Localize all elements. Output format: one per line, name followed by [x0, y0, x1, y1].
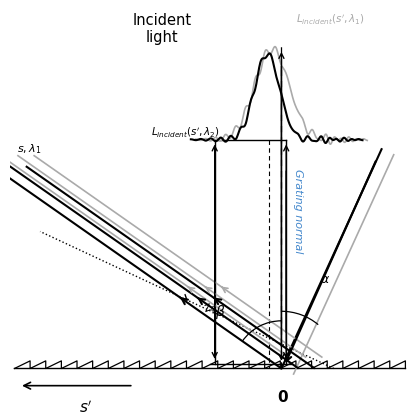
Text: $L_{incident}(s^{\prime},\lambda_2)$: $L_{incident}(s^{\prime},\lambda_2)$ — [151, 125, 220, 139]
Text: $z_g$: $z_g$ — [202, 299, 220, 318]
Text: $L_{incident}(s^{\prime},\lambda_1)$: $L_{incident}(s^{\prime},\lambda_1)$ — [296, 12, 365, 26]
Text: $\alpha$: $\alpha$ — [319, 273, 330, 286]
Text: Grating normal: Grating normal — [293, 169, 303, 254]
Text: $s^{\prime}$: $s^{\prime}$ — [79, 399, 93, 416]
Text: $s,\lambda_1$: $s,\lambda_1$ — [18, 142, 42, 156]
Text: $\mathbf{0}$: $\mathbf{0}$ — [277, 389, 289, 405]
Text: Incident
light: Incident light — [133, 13, 192, 45]
Text: $\beta$: $\beta$ — [215, 303, 225, 321]
